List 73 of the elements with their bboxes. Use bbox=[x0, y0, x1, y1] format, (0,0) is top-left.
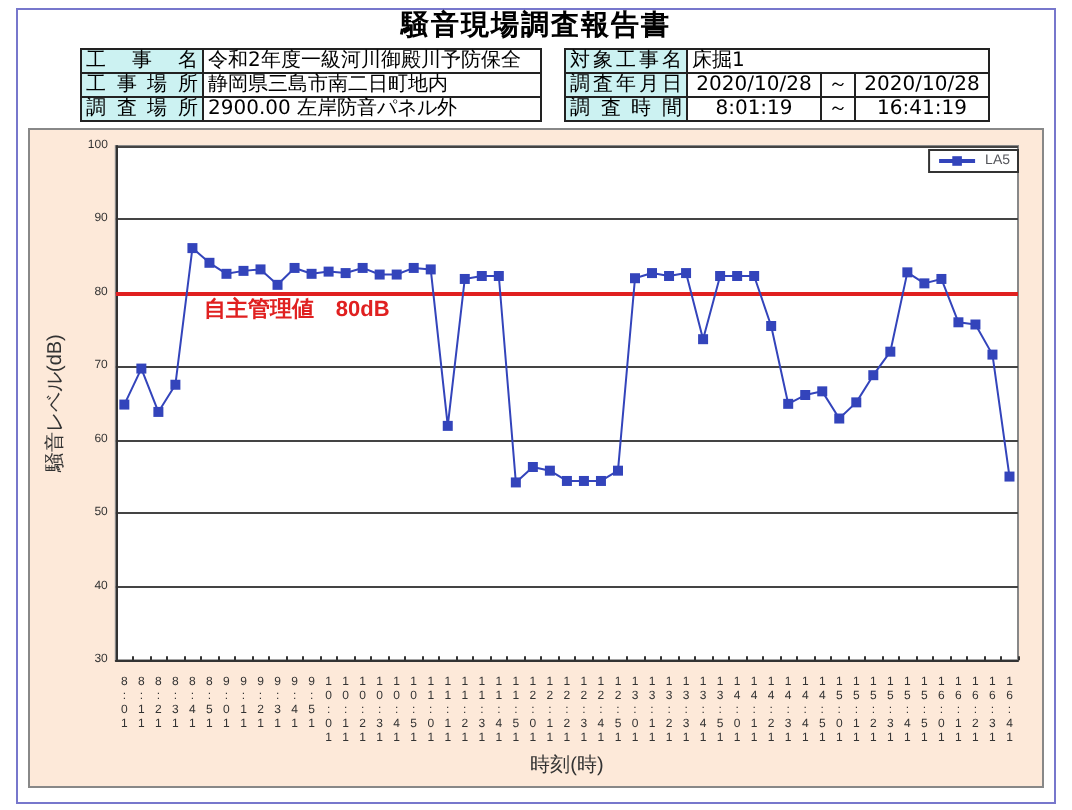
text: 静岡県三島市南二日町地内 bbox=[203, 73, 541, 97]
text: 2020/10/28 bbox=[855, 73, 989, 97]
point bbox=[374, 269, 385, 280]
point bbox=[647, 268, 658, 279]
point bbox=[766, 320, 777, 331]
text: 8:01:19 bbox=[687, 97, 821, 121]
point bbox=[391, 269, 402, 280]
point bbox=[783, 398, 794, 409]
point bbox=[306, 268, 317, 279]
point bbox=[732, 271, 743, 282]
text: 2900.00 左岸防音パネル外 bbox=[203, 97, 541, 121]
chart-title: 騒音現場調査報告書 bbox=[398, 10, 673, 42]
point bbox=[459, 273, 470, 284]
point bbox=[561, 475, 572, 486]
point bbox=[1004, 471, 1015, 482]
point bbox=[800, 390, 811, 401]
text: 工事名 bbox=[81, 49, 203, 73]
text: 調査時間 bbox=[565, 97, 687, 121]
point bbox=[153, 406, 164, 417]
y-axis-title: 騒音レベル(dB) bbox=[43, 334, 67, 475]
point bbox=[664, 271, 675, 282]
text: ～ bbox=[821, 73, 855, 97]
point bbox=[323, 266, 334, 277]
point bbox=[715, 271, 726, 282]
point bbox=[204, 257, 215, 268]
point bbox=[544, 465, 555, 476]
point bbox=[238, 265, 249, 276]
point bbox=[136, 363, 147, 374]
point bbox=[919, 278, 930, 289]
point bbox=[255, 264, 266, 275]
point bbox=[612, 465, 623, 476]
point bbox=[408, 262, 419, 273]
point bbox=[698, 334, 709, 345]
point bbox=[885, 346, 896, 357]
text: 2020/10/28 bbox=[687, 73, 821, 97]
point bbox=[987, 349, 998, 360]
point bbox=[749, 271, 760, 282]
point bbox=[834, 413, 845, 424]
point bbox=[340, 268, 351, 279]
text: 令和2年度一級河川御殿川予防保全 bbox=[203, 49, 541, 73]
ref-line-label: 自主管理値 80dB bbox=[203, 295, 390, 322]
point bbox=[272, 279, 283, 290]
text: 工事場所 bbox=[81, 73, 203, 97]
point bbox=[527, 462, 538, 473]
point bbox=[630, 273, 640, 284]
point bbox=[936, 273, 947, 284]
text: 16:41:19 bbox=[855, 97, 989, 121]
point bbox=[289, 262, 300, 273]
point bbox=[119, 399, 130, 410]
point bbox=[187, 243, 198, 254]
point bbox=[851, 397, 862, 408]
text: 床掘1 bbox=[687, 49, 989, 73]
point bbox=[476, 271, 487, 282]
point bbox=[868, 370, 879, 381]
point bbox=[595, 475, 606, 486]
point bbox=[953, 317, 964, 328]
text: ～ bbox=[821, 97, 855, 121]
point bbox=[578, 475, 589, 486]
point bbox=[817, 386, 828, 397]
point bbox=[357, 262, 368, 273]
text: 調査年月日 bbox=[565, 73, 687, 97]
point bbox=[170, 379, 181, 390]
text: 調査場所 bbox=[81, 97, 203, 121]
point bbox=[970, 319, 981, 330]
point bbox=[510, 477, 521, 488]
point bbox=[442, 420, 453, 431]
point bbox=[681, 268, 692, 279]
point bbox=[221, 268, 232, 279]
x-axis-title: 時刻(時) bbox=[530, 753, 604, 777]
text: 対象工事名 bbox=[565, 49, 687, 73]
point bbox=[902, 267, 913, 278]
point bbox=[425, 264, 436, 275]
point bbox=[493, 271, 504, 282]
